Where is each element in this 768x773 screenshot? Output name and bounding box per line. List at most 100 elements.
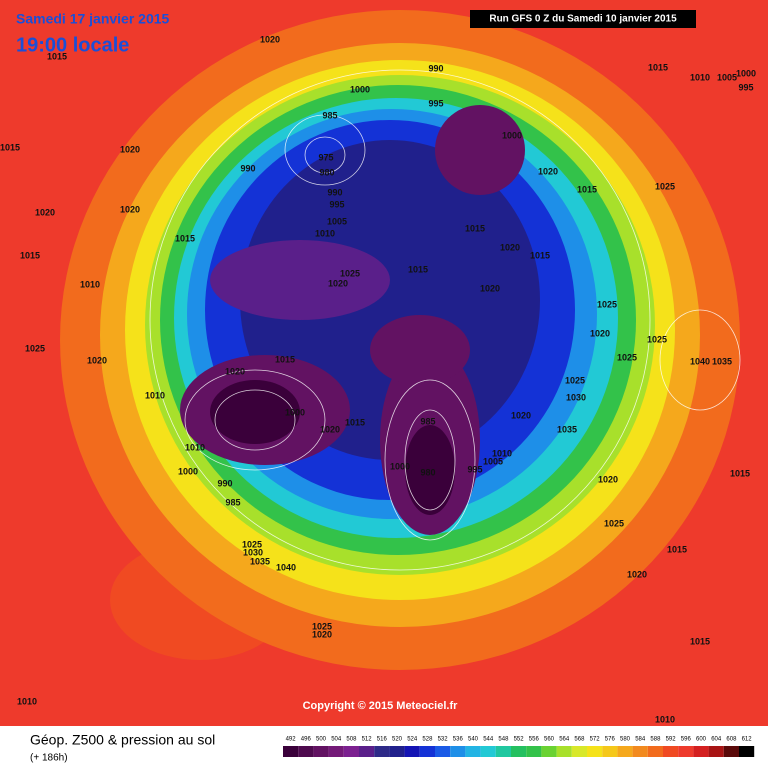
isobar-label: 1035 (557, 424, 577, 434)
legend-value: 568 (574, 737, 585, 743)
isobar-label: 995 (428, 98, 443, 108)
isobar-label: 1020 (538, 166, 558, 176)
run-box (470, 10, 696, 28)
legend-value: 612 (742, 737, 753, 743)
legend-swatch (359, 746, 375, 757)
legend-swatch (602, 746, 618, 757)
isobar-label: 1010 (690, 72, 710, 82)
isobar-label: 1000 (502, 130, 522, 140)
isobar-label: 1025 (312, 621, 332, 631)
legend-value: 556 (529, 737, 540, 743)
isobar-label: 1015 (408, 264, 428, 274)
legend-swatch (480, 746, 496, 757)
legend-swatch (647, 746, 663, 757)
isobar-label: 1030 (243, 547, 263, 557)
legend-value: 564 (559, 737, 570, 743)
legend-value: 584 (635, 737, 646, 743)
legend-value: 532 (438, 737, 449, 743)
legend-value: 552 (514, 737, 525, 743)
isobar-label: 1025 (604, 518, 624, 528)
legend-value: 520 (392, 737, 403, 743)
time: 19:00 locale (16, 34, 129, 56)
legend-swatch (298, 746, 314, 757)
legend-swatch (526, 746, 542, 757)
isobar-label: 1020 (627, 569, 647, 579)
isobar-label: 1025 (597, 299, 617, 309)
isobar-label: 1000 (390, 461, 410, 471)
legend-swatch (374, 746, 390, 757)
legend-value: 536 (453, 737, 464, 743)
isobar-label: 1025 (340, 268, 360, 278)
legend-value: 544 (483, 737, 494, 743)
run: Run GFS 0 Z du Samedi 10 janvier 2015 (489, 14, 677, 25)
isobar-label: 1015 (690, 636, 710, 646)
isobar-label: 990 (240, 163, 255, 173)
isobar-label: 1025 (655, 181, 675, 191)
legend-value: 508 (346, 737, 357, 743)
map-background (0, 0, 768, 726)
isobar-label: 1025 (25, 343, 45, 353)
isobar-label: 1015 (275, 354, 295, 364)
isobar-label: 1020 (328, 278, 348, 288)
isobar-label: 1015 (345, 417, 365, 427)
legend-swatch (739, 746, 755, 757)
legend-swatch (404, 746, 420, 757)
legend-swatch (587, 746, 603, 757)
legend-swatch (435, 746, 451, 757)
isobar-label: 1015 (465, 223, 485, 233)
legend-value: 528 (422, 737, 433, 743)
isobar-label: 1015 (730, 468, 750, 478)
isobar-label: 1015 (175, 233, 195, 243)
isobar-label: 1015 (47, 51, 67, 61)
isobar-label: 1020 (260, 34, 280, 44)
legend-value: 604 (711, 737, 722, 743)
isobar-label: 1010 (315, 228, 335, 238)
date: Samedi 17 janvier 2015 (16, 11, 170, 27)
isobar-label: 1020 (35, 207, 55, 217)
isobar-label: 1015 (648, 62, 668, 72)
isobar-label: 1000 (285, 407, 305, 417)
isobar-label: 985 (225, 497, 240, 507)
isobar-label: 975 (318, 152, 333, 162)
isobar-label: 1015 (20, 250, 40, 260)
isobar-label: 1020 (120, 144, 140, 154)
isobar-label: 980 (420, 467, 435, 477)
legend-swatch (663, 746, 679, 757)
legend-swatch (283, 746, 299, 757)
isobar-label: 1010 (655, 714, 675, 724)
legend-value: 540 (468, 737, 479, 743)
legend-value: 576 (605, 737, 616, 743)
legend-swatch (708, 746, 724, 757)
isobar-label: 1010 (145, 390, 165, 400)
legend-swatch (465, 746, 481, 757)
legend-value: 504 (331, 737, 342, 743)
isobar-label: 995 (738, 82, 753, 92)
legend-swatch (343, 746, 359, 757)
legend-value: 548 (498, 737, 509, 743)
legend-swatch (723, 746, 739, 757)
legend-swatch (678, 746, 694, 757)
legend-value: 572 (590, 737, 601, 743)
legend-swatch (617, 746, 633, 757)
legend-value: 496 (301, 737, 312, 743)
isobar-label: 1025 (617, 352, 637, 362)
isobar-label: 1005 (327, 216, 347, 226)
copyright: Copyright © 2015 Meteociel.fr (303, 700, 459, 712)
legend-value: 516 (377, 737, 388, 743)
isobar-label: 1020 (500, 242, 520, 252)
isobar-label: 1020 (480, 283, 500, 293)
isobar-label: 985 (322, 110, 337, 120)
legend-value: 560 (544, 737, 555, 743)
isobar-label: 1000 (736, 68, 756, 78)
footer-title: Géop. Z500 & pression au sol (30, 732, 215, 748)
legend-swatch (511, 746, 527, 757)
legend-swatch (556, 746, 572, 757)
isobar-label: 1010 (80, 279, 100, 289)
isobar-label: 1040 (690, 356, 710, 366)
legend-value: 588 (650, 737, 661, 743)
isobar-label: 1040 (276, 562, 296, 572)
legend-value: 596 (681, 737, 692, 743)
legend-swatch (495, 746, 511, 757)
isobar-label: 1020 (312, 629, 332, 639)
